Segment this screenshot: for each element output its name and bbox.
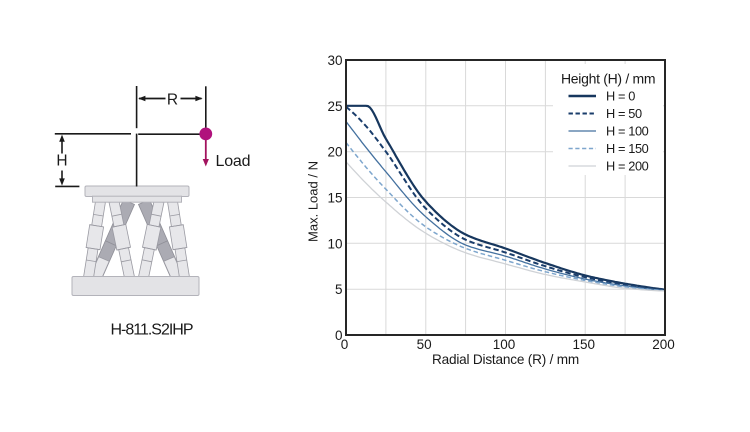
svg-text:H-811.S2IHP: H-811.S2IHP [110, 322, 192, 339]
svg-text:20: 20 [327, 145, 342, 160]
svg-text:H = 150: H = 150 [606, 141, 649, 156]
svg-text:0: 0 [341, 337, 349, 352]
svg-text:H = 200: H = 200 [606, 158, 649, 173]
svg-text:Radial Distance (R) / mm: Radial Distance (R) / mm [432, 352, 579, 367]
svg-text:H = 0: H = 0 [606, 88, 635, 103]
svg-text:H: H [56, 153, 67, 170]
svg-text:100: 100 [493, 337, 516, 352]
svg-text:H = 50: H = 50 [606, 106, 642, 121]
svg-text:30: 30 [327, 53, 342, 68]
svg-text:150: 150 [573, 337, 596, 352]
svg-text:25: 25 [327, 99, 342, 114]
svg-text:R: R [167, 92, 178, 109]
svg-text:Load: Load [216, 153, 251, 170]
svg-text:5: 5 [335, 282, 343, 297]
svg-text:Max. Load / N: Max. Load / N [306, 161, 321, 242]
svg-text:200: 200 [652, 337, 675, 352]
svg-text:15: 15 [327, 191, 342, 206]
svg-text:H = 100: H = 100 [606, 123, 649, 138]
svg-text:10: 10 [327, 236, 342, 251]
svg-text:0: 0 [335, 328, 343, 343]
svg-text:50: 50 [417, 337, 432, 352]
svg-text:Height (H) / mm: Height (H) / mm [561, 71, 655, 87]
